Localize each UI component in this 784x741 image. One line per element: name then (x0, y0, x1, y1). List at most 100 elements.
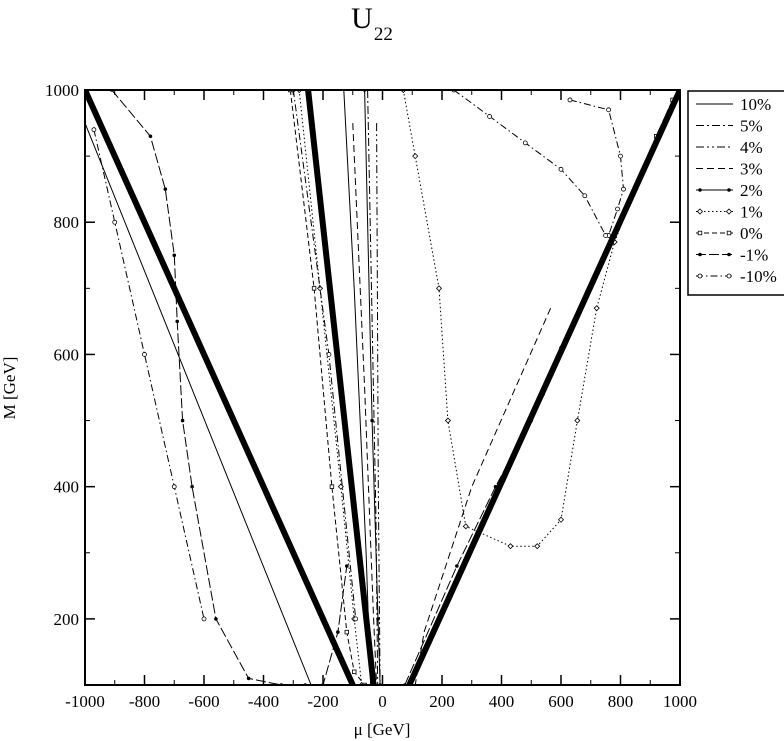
series-9-point (522, 140, 528, 146)
x-tick-label: 0 (378, 692, 387, 711)
x-axis-label: μ [GeV] (354, 720, 411, 739)
y-axis-label: M [GeV] (0, 357, 19, 420)
legend-entry: 0% (696, 224, 763, 243)
legend-label: 0% (740, 224, 763, 243)
series-8-point (214, 617, 218, 621)
legend-marker (697, 230, 703, 236)
boundary-layer (85, 90, 680, 685)
legend-entry: 10% (696, 95, 771, 114)
series-9-point (618, 153, 623, 159)
boundary-line-2 (305, 90, 377, 685)
x-tick-label: 400 (489, 692, 515, 711)
series-9-point (558, 166, 564, 172)
series-4 (352, 123, 552, 685)
series-8-point (180, 418, 185, 423)
series-5 (362, 90, 382, 685)
series-5-point (370, 418, 374, 423)
series-8-point (172, 253, 177, 258)
series-9-point (142, 352, 147, 357)
legend-marker (698, 252, 702, 257)
series-7-point (352, 669, 357, 674)
series-9-point (171, 484, 177, 490)
series-9-point (201, 616, 207, 622)
x-tick-label: -600 (188, 692, 219, 711)
legend-marker (727, 188, 731, 192)
legend-marker (727, 252, 731, 257)
series-7-line (289, 90, 674, 685)
series-9-point (326, 352, 332, 357)
legend-label: 4% (740, 138, 763, 157)
x-tick-label: 200 (429, 692, 455, 711)
series-9-point (603, 233, 609, 238)
y-tick-label: 200 (54, 610, 80, 629)
y-tick-label: 400 (54, 478, 80, 497)
legend-box (687, 90, 784, 296)
legend-label: 5% (740, 117, 763, 136)
series-9-point (582, 193, 588, 199)
legend-label: -1% (740, 246, 768, 265)
series-3-line (376, 90, 680, 685)
boundary-line-3 (406, 90, 680, 685)
series-6-point (412, 153, 419, 160)
series-6-point (574, 417, 581, 424)
plot-frame (84, 89, 681, 686)
legend-marker (726, 273, 732, 279)
legend-entry: 4% (696, 138, 763, 157)
legend-entry: -1% (696, 246, 768, 265)
legend-label: 2% (740, 181, 763, 200)
series-layer (85, 90, 680, 685)
series-9-point (487, 114, 493, 119)
series-8-point (455, 564, 459, 568)
series-7-point (329, 484, 335, 489)
series-6-point (557, 516, 565, 523)
series-8-point (148, 134, 153, 139)
x-tick-label: -800 (129, 692, 160, 711)
series-9-point (606, 107, 611, 113)
legend: 10% 5% 4% 3% 2% 1% 0% -1% -10% (687, 90, 784, 296)
x-tick-label: -200 (307, 692, 338, 711)
series-9-point (112, 219, 118, 225)
y-tick-label: 600 (54, 345, 80, 364)
series-2-line (367, 90, 680, 685)
legend-marker (726, 230, 732, 236)
legend-entry: 3% (696, 160, 763, 179)
series-8-point (345, 564, 349, 568)
series-6-point (507, 543, 514, 550)
legend-marker (696, 208, 704, 215)
legend-label: 10% (740, 95, 771, 114)
series-8 (109, 90, 563, 685)
legend-label: 3% (740, 160, 763, 179)
series-6-point (462, 523, 469, 530)
tick-layer: -1000 -800 -600 -400 -200 0 200 400 600 800 1000 20… (45, 81, 697, 711)
series-8-point (246, 676, 251, 681)
chart-title-subscript: 22 (374, 24, 393, 45)
series-2 (367, 90, 680, 685)
series-6-line (298, 90, 636, 685)
chart-title-main: U (351, 2, 373, 35)
series-9-point (615, 206, 620, 212)
series-5-point (376, 617, 380, 621)
series-3 (376, 90, 680, 685)
x-tick-label: 800 (608, 692, 634, 711)
legend-marker (697, 273, 703, 279)
y-tick-label: 1000 (45, 81, 79, 100)
series-6 (296, 90, 639, 685)
series-6-point (316, 285, 324, 292)
series-7 (288, 90, 675, 685)
series-8-line (111, 90, 562, 685)
series-4-line (352, 123, 552, 685)
series-8-point (190, 484, 194, 489)
series-6-point (435, 285, 443, 292)
legend-marker (698, 188, 702, 192)
series-9-point (91, 127, 97, 133)
chart-title: U22 (351, 2, 393, 45)
series-8-point (175, 319, 180, 324)
legend-label: -10% (740, 267, 777, 286)
series-5-line (364, 90, 381, 685)
legend-entry: 1% (696, 203, 763, 222)
x-tick-label: 600 (548, 692, 574, 711)
x-tick-label: 1000 (663, 692, 697, 711)
legend-label: 1% (740, 203, 763, 222)
x-tick-label: -400 (248, 692, 279, 711)
